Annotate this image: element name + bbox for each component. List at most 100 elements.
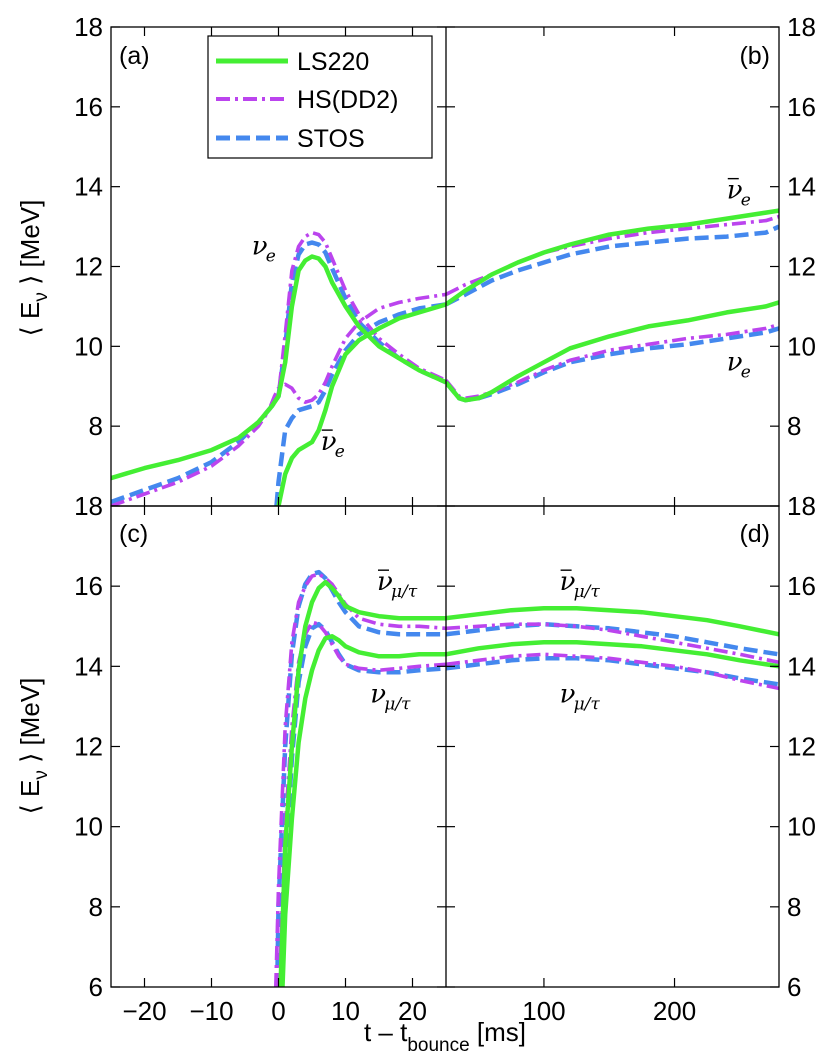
panel-d-ytick-label: 12 — [787, 732, 816, 762]
panel-b-ytick-label: 18 — [787, 12, 816, 42]
curve-label-symbol: ν — [560, 679, 576, 709]
series-line-ls220-anti_nu_e — [276, 302, 446, 506]
panel-d-ytick-label: 10 — [787, 812, 816, 842]
panel-d-curve-label-1: νμ/τ — [560, 679, 601, 714]
legend: LS220 HS(DD2) STOS — [207, 35, 433, 159]
panel-d-ytick-label: 14 — [787, 651, 816, 681]
panel-d-ytick-label: 8 — [787, 892, 801, 922]
y-axis-title-bottom: ⟨ Eν ⟩ [MeV] — [15, 678, 52, 815]
legend-label-stos: STOS — [297, 125, 365, 153]
panel-a-curve-label-0: νe — [252, 232, 276, 267]
panel-a-ytick-label: 12 — [74, 252, 103, 282]
panel-c-xtick-label: −10 — [189, 996, 233, 1026]
panel-b-curve-label-1: νe — [727, 347, 751, 382]
panel-a-curves — [111, 230, 446, 506]
panel-b-ytick-label: 10 — [787, 331, 816, 361]
panel-c-ytick-label: 10 — [74, 812, 103, 842]
curve-label-subscript: μ/τ — [384, 694, 411, 714]
series-line-ls220-anti_nu_e — [446, 208, 779, 307]
legend-entry-hs-dd2: HS(DD2) — [216, 86, 398, 114]
panel-d-curves — [446, 605, 779, 691]
y-axis-title-top-main: ⟨ E — [15, 302, 45, 337]
curve-label-subscript: e — [741, 362, 751, 382]
panel-b-tag: (b) — [739, 42, 770, 70]
panel-d-curve-label-0: νμ/τ — [560, 567, 601, 602]
series-line-hs-dd2--anti_nu_e — [446, 214, 779, 297]
panel-c-xtick-label: −20 — [122, 996, 166, 1026]
panel-c-xtick-label: 10 — [331, 996, 360, 1026]
series-line-hs-dd2--nu_e — [111, 230, 446, 506]
legend-entry-stos: STOS — [216, 125, 365, 153]
x-axis-title-main: t – t — [364, 1017, 408, 1047]
panel-c-ytick-label: 6 — [89, 972, 103, 1002]
panel-c-ytick-label: 8 — [89, 892, 103, 922]
panel-d-xtick-label: 100 — [522, 996, 565, 1026]
panel-c-ytick-label: 12 — [74, 732, 103, 762]
series-line-ls220-nu_e — [111, 254, 446, 481]
panel-d-ytick-label: 6 — [787, 972, 801, 1002]
y-axis-title-bottom-sub: ν — [31, 770, 52, 780]
curve-label-subscript: μ/τ — [574, 694, 601, 714]
curve-label-subscript: e — [335, 442, 345, 462]
y-axis-title-top-sub: ν — [31, 292, 52, 302]
panel-c-curve-label-0: νμ/τ — [377, 567, 418, 602]
curve-label-symbol: ν — [560, 567, 576, 597]
panel-b-ytick-label: 14 — [787, 172, 816, 202]
panel-a-ytick-label: 10 — [74, 331, 103, 361]
series-line-ls220-nu_mutau — [280, 634, 446, 987]
panel-b-ytick-label: 8 — [787, 411, 801, 441]
y-axis-title-bottom-unit: ⟩ [MeV] — [15, 678, 45, 771]
panel-d-tag: (d) — [739, 520, 770, 548]
curve-label-symbol: ν — [727, 347, 743, 377]
panel-c-curve-label-1: νμ/τ — [370, 679, 411, 714]
series-line-hs-dd2--anti_nu_mutau — [274, 572, 446, 987]
panel-a-ytick-label: 18 — [74, 12, 103, 42]
series-line-stos-anti_nu_mutau — [446, 621, 779, 657]
panel-a-ytick-label: 18 — [74, 491, 103, 521]
curve-label-subscript: e — [741, 191, 751, 211]
series-line-stos-anti_nu_e — [274, 302, 446, 506]
ticks: 18 8 10 12 14 16 18 18 8 10 12 14 16 18 6 8 10 12 14 16 −20−… — [74, 12, 816, 1026]
legend-label-hs-dd2: HS(DD2) — [297, 86, 398, 114]
panel-a-ytick-label: 8 — [89, 411, 103, 441]
series-line-ls220-nu_mutau — [446, 640, 779, 669]
panel-b-ytick-label: 12 — [787, 252, 816, 282]
series-line-hs-dd2--nu_e — [446, 322, 779, 400]
panel-a-tag: (a) — [119, 42, 150, 70]
panel-b-ytick-label: 18 — [787, 491, 816, 521]
legend-label-ls220: LS220 — [297, 48, 369, 76]
x-axis-title-sub: bounce — [407, 1035, 469, 1056]
panel-d-xtick-label: 200 — [653, 996, 696, 1026]
series-line-stos-anti_nu_e — [446, 224, 779, 307]
curve-label-subscript: μ/τ — [391, 582, 418, 602]
panel-a-ytick-label: 16 — [74, 92, 103, 122]
curve-label-subscript: μ/τ — [574, 582, 601, 602]
panel-c-xtick-label: 0 — [271, 996, 285, 1026]
curve-label-symbol: ν — [727, 176, 743, 206]
series-line-hs-dd2--nu_mutau — [446, 652, 779, 691]
legend-entry-ls220: LS220 — [216, 48, 369, 76]
series-line-ls220-nu_e — [446, 300, 779, 403]
panel-d-ytick-label: 16 — [787, 571, 816, 601]
x-axis-title: t – tbounce [ms] — [364, 1017, 526, 1056]
y-axis-title-bottom-main: ⟨ E — [15, 780, 45, 815]
panel-c-curves — [274, 569, 446, 987]
curve-label-symbol: ν — [321, 427, 337, 457]
panel-c: (c)νμ/τνμ/τ — [119, 520, 446, 987]
panel-a-ytick-label: 14 — [74, 172, 103, 202]
series-line-ls220-anti_nu_mutau — [446, 605, 779, 637]
panel-b-curves — [446, 208, 779, 403]
y-axis-title-top-unit: ⟩ [MeV] — [15, 200, 45, 293]
curve-label-symbol: ν — [377, 567, 393, 597]
curve-label-symbol: ν — [252, 232, 268, 262]
series-line-hs-dd2--nu_mutau — [277, 620, 446, 987]
panel-b-ytick-label: 16 — [787, 92, 816, 122]
x-axis-title-unit: [ms] — [470, 1017, 526, 1047]
curve-label-symbol: ν — [370, 679, 386, 709]
panel-c-ytick-label: 14 — [74, 651, 103, 681]
series-line-ls220-anti_nu_mutau — [278, 579, 446, 987]
